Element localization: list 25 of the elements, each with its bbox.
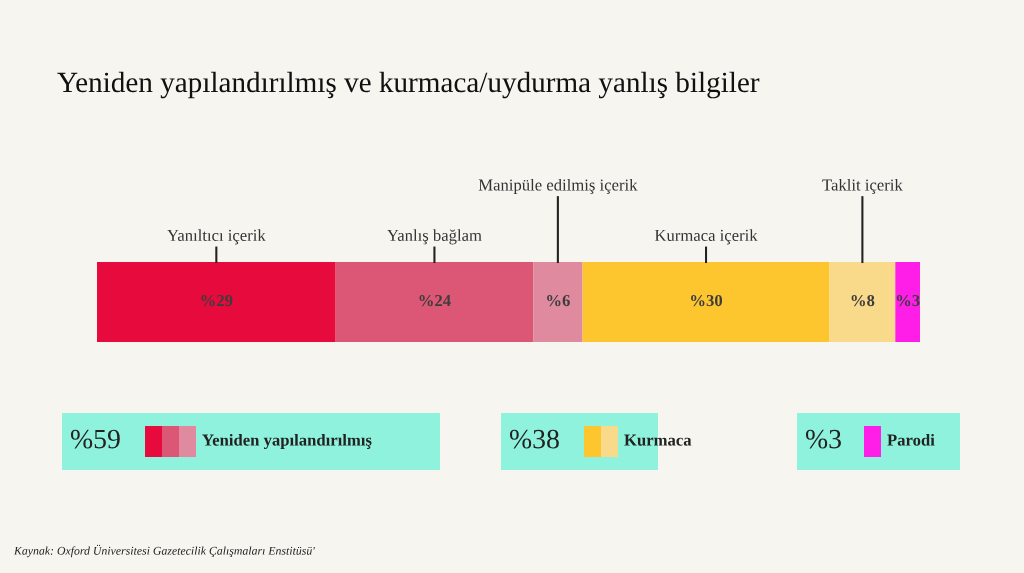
text: %38	[509, 429, 559, 449]
text: Kurmaca	[624, 434, 692, 446]
text: %3	[805, 429, 841, 449]
data-label: %3	[896, 294, 920, 307]
series-label: Yanıltıcı içerik	[167, 229, 266, 245]
data-label: %8	[851, 294, 875, 307]
series-label: Yanlış bağlam	[387, 229, 482, 245]
text: Taklit içerik	[822, 178, 903, 194]
text: Parodi	[887, 433, 935, 446]
bar	[895, 262, 920, 342]
text: Yeniden yapılandırılmış	[202, 433, 372, 450]
bar	[829, 262, 896, 342]
data-label: %30	[691, 294, 723, 307]
text: %59	[70, 429, 120, 449]
text: Kaynak: Oxford Üniversitesi Gazetecilik Çalışmaları Enstitüsü'	[13, 544, 315, 558]
data-label: %6	[547, 294, 570, 307]
bar	[533, 262, 583, 342]
data-label: %29	[201, 294, 233, 307]
data-label: %24	[419, 294, 451, 307]
chart-title: Yeniden yapılandırılmış ve kurmaca/uydurma yanlış bilgiler	[57, 71, 760, 99]
bar	[335, 262, 534, 342]
text: Manipüle edilmiş içerik	[478, 178, 638, 194]
bar	[97, 262, 336, 342]
bar	[582, 262, 830, 342]
series-label: Kurmaca içerik	[654, 229, 758, 245]
